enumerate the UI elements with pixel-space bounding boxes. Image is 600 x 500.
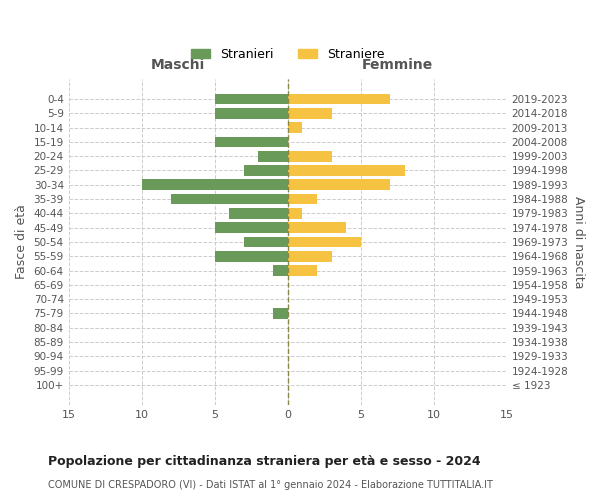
Bar — [215, 136, 287, 147]
Text: COMUNE DI CRESPADORO (VI) - Dati ISTAT al 1° gennaio 2024 - Elaborazione TUTTITA: COMUNE DI CRESPADORO (VI) - Dati ISTAT a… — [48, 480, 493, 490]
Bar — [287, 208, 302, 218]
Text: Maschi: Maschi — [151, 58, 205, 72]
Bar — [244, 165, 287, 176]
Text: Popolazione per cittadinanza straniera per età e sesso - 2024: Popolazione per cittadinanza straniera p… — [48, 455, 481, 468]
Bar — [215, 251, 287, 262]
Bar — [259, 151, 287, 162]
Bar — [287, 122, 302, 133]
Bar — [287, 165, 404, 176]
Bar — [287, 194, 317, 204]
Bar — [229, 208, 287, 218]
Y-axis label: Anni di nascita: Anni di nascita — [572, 196, 585, 288]
Bar — [244, 236, 287, 248]
Bar — [287, 94, 390, 104]
Bar — [287, 265, 317, 276]
Text: Femmine: Femmine — [362, 58, 433, 72]
Bar — [287, 251, 331, 262]
Bar — [273, 308, 287, 319]
Legend: Stranieri, Straniere: Stranieri, Straniere — [186, 42, 389, 66]
Bar — [215, 94, 287, 104]
Bar — [287, 108, 331, 118]
Bar — [215, 108, 287, 118]
Bar — [171, 194, 287, 204]
Bar — [287, 180, 390, 190]
Bar — [287, 222, 346, 233]
Bar — [215, 222, 287, 233]
Bar — [287, 151, 331, 162]
Bar — [142, 180, 287, 190]
Bar — [273, 265, 287, 276]
Y-axis label: Fasce di età: Fasce di età — [15, 204, 28, 280]
Bar — [287, 236, 361, 248]
